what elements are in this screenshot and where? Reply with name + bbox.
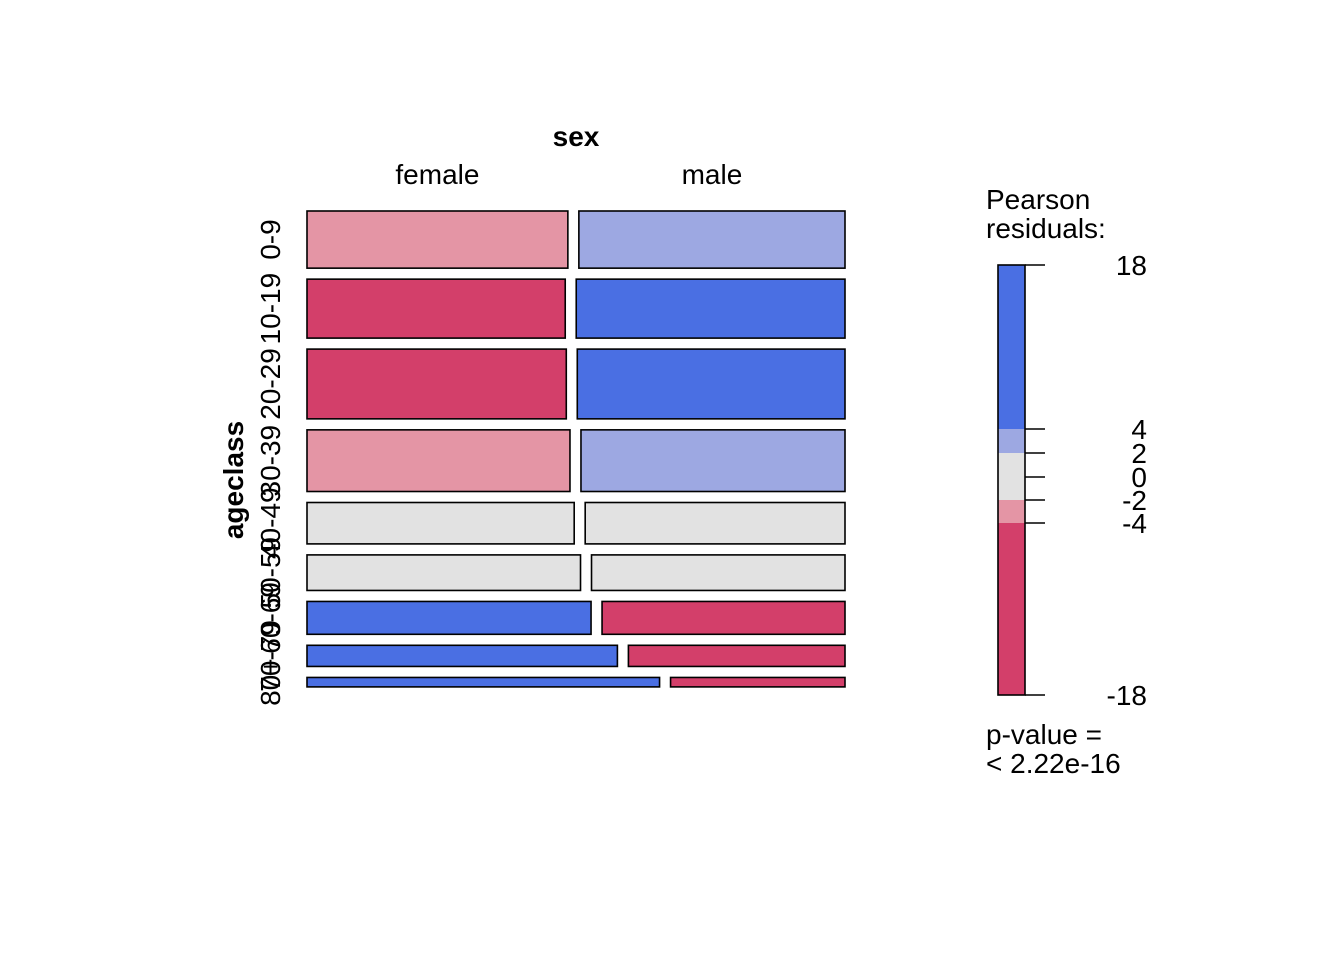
tile-female-40-49	[306, 501, 575, 545]
legend-bar-outline	[997, 264, 1026, 696]
residual-legend: Pearson residuals: 18 420-2-4 -18 p-value …	[986, 184, 1147, 779]
tile-male-10-19	[575, 278, 846, 339]
tile-female-10-19	[306, 278, 567, 339]
tile-female-60-69	[306, 600, 592, 636]
col-label-male: male	[682, 159, 743, 190]
mosaic-tiles	[306, 210, 846, 688]
tile-female-70-79	[306, 644, 619, 668]
legend-title-line1: Pearson	[986, 184, 1090, 215]
tile-female-0-9	[306, 210, 569, 269]
legend-ticks: 18 420-2-4 -18	[1025, 250, 1147, 711]
legend-band-3	[998, 500, 1025, 523]
col-variable-label: sex	[553, 121, 600, 152]
pvalue-line2: < 2.22e-16	[986, 748, 1121, 779]
tile-male-60-69	[601, 600, 846, 636]
legend-tick-label-2: 2	[1131, 438, 1147, 469]
row-variable-label: ageclass	[218, 421, 249, 539]
row-label-40-49: 40-49	[255, 487, 286, 559]
row-label-70-79: 70-79	[255, 620, 286, 692]
col-labels: female male	[395, 159, 742, 190]
tile-male-0-9	[578, 210, 846, 269]
tile-male-20-29	[576, 348, 846, 420]
tile-female-30-39	[306, 429, 571, 493]
col-label-female: female	[395, 159, 479, 190]
legend-title-line2: residuals:	[986, 213, 1106, 244]
legend-band-1	[998, 429, 1025, 453]
legend-band-2	[998, 453, 1025, 500]
row-label-30-39: 30-39	[255, 425, 286, 497]
legend-tick-label-6: -18	[1107, 680, 1147, 711]
row-label-0-9: 0-9	[255, 219, 286, 259]
tile-female-50-59	[306, 554, 582, 592]
tile-male-70-79	[627, 644, 846, 668]
row-label-10-19: 10-19	[255, 273, 286, 345]
legend-tick-label-5: -4	[1122, 508, 1147, 539]
tile-male-80+	[669, 676, 846, 688]
tile-female-80+	[306, 676, 661, 688]
tile-male-40-49	[584, 501, 846, 545]
legend-tick-label-4: -2	[1122, 485, 1147, 516]
legend-tick-label-0: 18	[1116, 250, 1147, 281]
legend-tick-label-1: 4	[1131, 414, 1147, 445]
legend-tick-label-3: 0	[1131, 462, 1147, 493]
legend-color-bands	[997, 264, 1026, 696]
legend-band-0	[998, 265, 1025, 429]
row-label-20-29: 20-29	[255, 348, 286, 420]
tile-male-30-39	[580, 429, 846, 493]
row-label-60-69: 60-69	[255, 582, 286, 654]
tile-male-50-59	[590, 554, 846, 592]
pvalue-line1: p-value =	[986, 719, 1102, 750]
row-label-50-59: 50-59	[255, 537, 286, 609]
legend-band-4	[998, 523, 1025, 695]
tile-female-20-29	[306, 348, 568, 420]
row-label-80+: 80+	[255, 658, 286, 706]
